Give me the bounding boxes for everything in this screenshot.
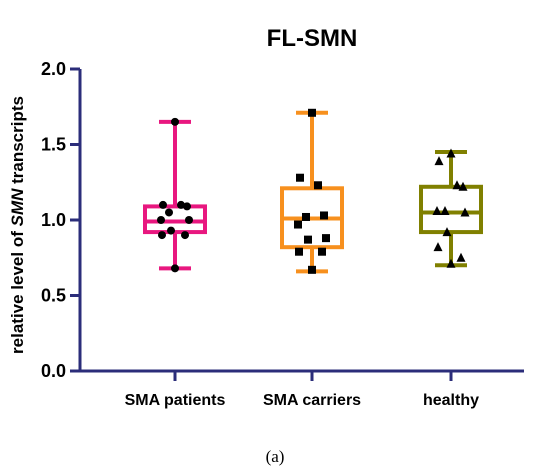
data-point [177, 200, 185, 209]
y-tick-label: 0.5 [41, 286, 66, 306]
data-point [157, 216, 165, 224]
data-point [296, 173, 304, 182]
data-point [171, 264, 179, 273]
y-axis-label-part-3: transcripts [8, 96, 27, 189]
data-point [159, 200, 167, 209]
y-axis: 0.0 0.5 1.0 1.5 2.0 [41, 59, 82, 381]
data-point [440, 205, 450, 215]
data-point [442, 227, 452, 237]
data-point [295, 247, 303, 256]
data-point [167, 226, 175, 235]
data-point [171, 117, 179, 126]
data-point [434, 156, 444, 166]
data-point [452, 180, 462, 190]
data-point [308, 265, 316, 274]
y-axis-label-part-1: relative level of [8, 226, 27, 354]
box [419, 184, 483, 235]
data-point [314, 181, 322, 190]
data-point [158, 231, 166, 240]
box [143, 204, 207, 235]
figure-caption: (a) [266, 447, 285, 466]
data-point [432, 205, 442, 215]
data-point [185, 216, 193, 224]
boxes [143, 110, 483, 274]
x-tick-label: SMA carriers [263, 392, 361, 409]
data-point [302, 212, 310, 221]
y-tick-label: 1.5 [41, 135, 66, 155]
data-point [318, 247, 326, 256]
data-point [165, 208, 173, 217]
data-point [458, 181, 468, 191]
data-point [446, 148, 456, 158]
data-point [181, 231, 189, 240]
y-axis-label-part-2: SMN [8, 188, 27, 227]
y-tick-label: 0.0 [41, 361, 66, 381]
y-tick-label: 2.0 [41, 59, 66, 79]
chart-title: FL-SMN [267, 25, 358, 52]
data-point [460, 207, 470, 217]
data-point [456, 252, 466, 262]
x-axis: SMA patients SMA carriers healthy [78, 369, 524, 409]
x-tick-label: healthy [423, 392, 479, 409]
data-point [320, 211, 328, 220]
data-point [294, 220, 302, 229]
data-point [183, 202, 191, 211]
y-axis-label: relative level of SMN transcripts [8, 96, 27, 354]
data-point [304, 235, 312, 244]
data-point [433, 242, 443, 252]
data-points [157, 108, 470, 274]
data-point [308, 108, 316, 117]
data-point [322, 234, 330, 243]
y-tick-label: 1.0 [41, 210, 66, 230]
x-tick-label: SMA patients [125, 392, 226, 409]
data-point [446, 258, 456, 268]
